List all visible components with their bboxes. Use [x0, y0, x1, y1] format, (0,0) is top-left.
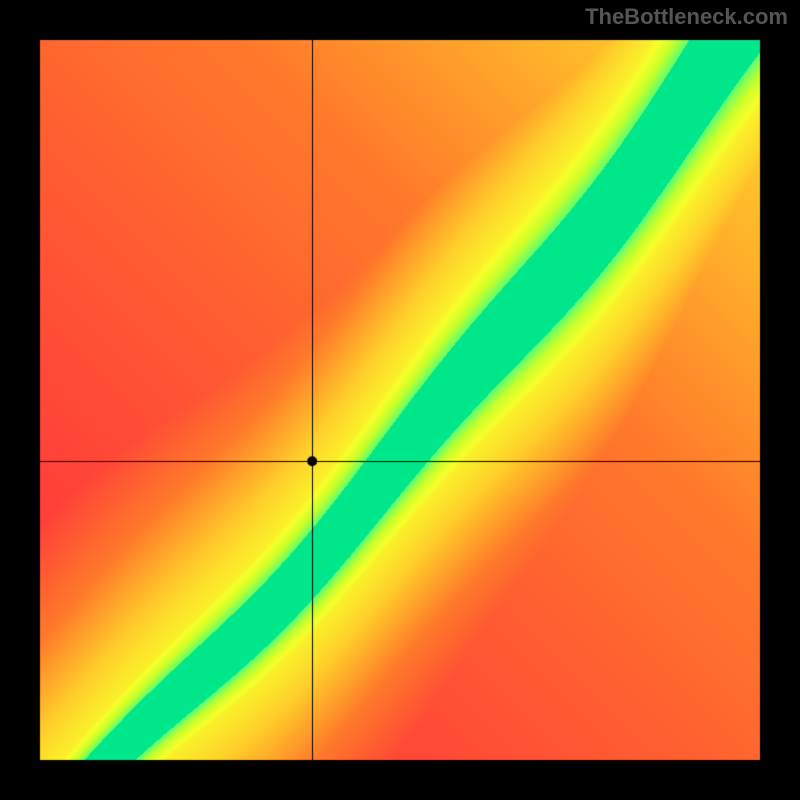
watermark-text: TheBottleneck.com [585, 4, 788, 30]
chart-container: TheBottleneck.com [0, 0, 800, 800]
bottleneck-heatmap [0, 0, 800, 800]
